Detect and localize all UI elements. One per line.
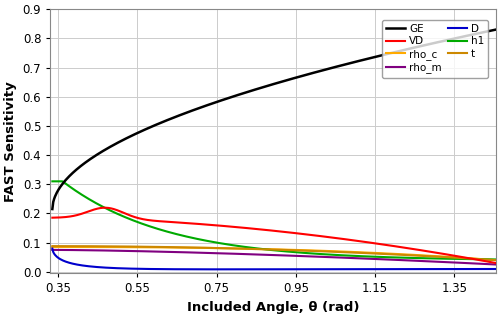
VD bbox=[483, 259, 489, 263]
GE bbox=[50, 207, 56, 211]
GE bbox=[493, 28, 499, 31]
D bbox=[414, 267, 420, 271]
Legend: GE, VD, rho_c, rho_m, D, h1, t: GE, VD, rho_c, rho_m, D, h1, t bbox=[382, 20, 488, 78]
Line: D: D bbox=[52, 248, 496, 269]
X-axis label: Included Angle, θ (rad): Included Angle, θ (rad) bbox=[187, 301, 360, 314]
D bbox=[290, 267, 296, 271]
VD bbox=[102, 206, 108, 210]
Line: rho_c: rho_c bbox=[52, 247, 496, 260]
rho_m bbox=[50, 248, 56, 252]
t bbox=[260, 247, 266, 251]
VD bbox=[264, 228, 270, 232]
GE bbox=[482, 30, 488, 34]
t bbox=[493, 258, 499, 262]
rho_c bbox=[493, 258, 499, 262]
VD bbox=[50, 216, 56, 220]
t bbox=[314, 249, 320, 253]
h1 bbox=[493, 258, 499, 261]
Line: t: t bbox=[52, 246, 496, 260]
t bbox=[290, 248, 296, 252]
VD bbox=[261, 228, 267, 232]
Y-axis label: FAST Sensitivity: FAST Sensitivity bbox=[4, 81, 17, 202]
rho_c bbox=[314, 249, 320, 252]
t bbox=[50, 244, 56, 248]
GE bbox=[413, 45, 419, 49]
VD bbox=[290, 231, 296, 235]
rho_c bbox=[290, 248, 296, 252]
D bbox=[493, 267, 499, 271]
D bbox=[483, 267, 489, 271]
rho_c bbox=[413, 253, 419, 257]
h1 bbox=[482, 257, 488, 261]
h1 bbox=[262, 247, 268, 251]
rho_m bbox=[493, 263, 499, 266]
t bbox=[482, 258, 488, 261]
GE bbox=[314, 70, 320, 74]
rho_m bbox=[262, 253, 268, 257]
rho_m bbox=[290, 254, 296, 258]
D bbox=[221, 267, 227, 271]
rho_m bbox=[260, 253, 266, 257]
VD bbox=[493, 261, 499, 265]
rho_m bbox=[482, 262, 488, 266]
rho_c bbox=[50, 245, 56, 249]
Line: VD: VD bbox=[52, 208, 496, 263]
GE bbox=[290, 77, 296, 80]
VD bbox=[314, 234, 320, 238]
rho_c bbox=[260, 247, 266, 251]
rho_c bbox=[262, 247, 268, 251]
D bbox=[261, 267, 267, 271]
h1 bbox=[314, 252, 320, 256]
D bbox=[314, 267, 320, 271]
t bbox=[262, 247, 268, 251]
VD bbox=[414, 248, 420, 252]
rho_c bbox=[482, 258, 488, 261]
h1 bbox=[413, 256, 419, 260]
Line: GE: GE bbox=[52, 30, 496, 209]
Line: h1: h1 bbox=[52, 181, 496, 259]
GE bbox=[262, 85, 268, 88]
h1 bbox=[50, 179, 56, 183]
Line: rho_m: rho_m bbox=[52, 250, 496, 265]
D bbox=[264, 267, 270, 271]
D bbox=[50, 246, 56, 250]
rho_m bbox=[314, 255, 320, 259]
h1 bbox=[290, 250, 296, 254]
rho_m bbox=[413, 259, 419, 263]
h1 bbox=[260, 247, 266, 251]
GE bbox=[260, 85, 266, 89]
t bbox=[413, 254, 419, 258]
